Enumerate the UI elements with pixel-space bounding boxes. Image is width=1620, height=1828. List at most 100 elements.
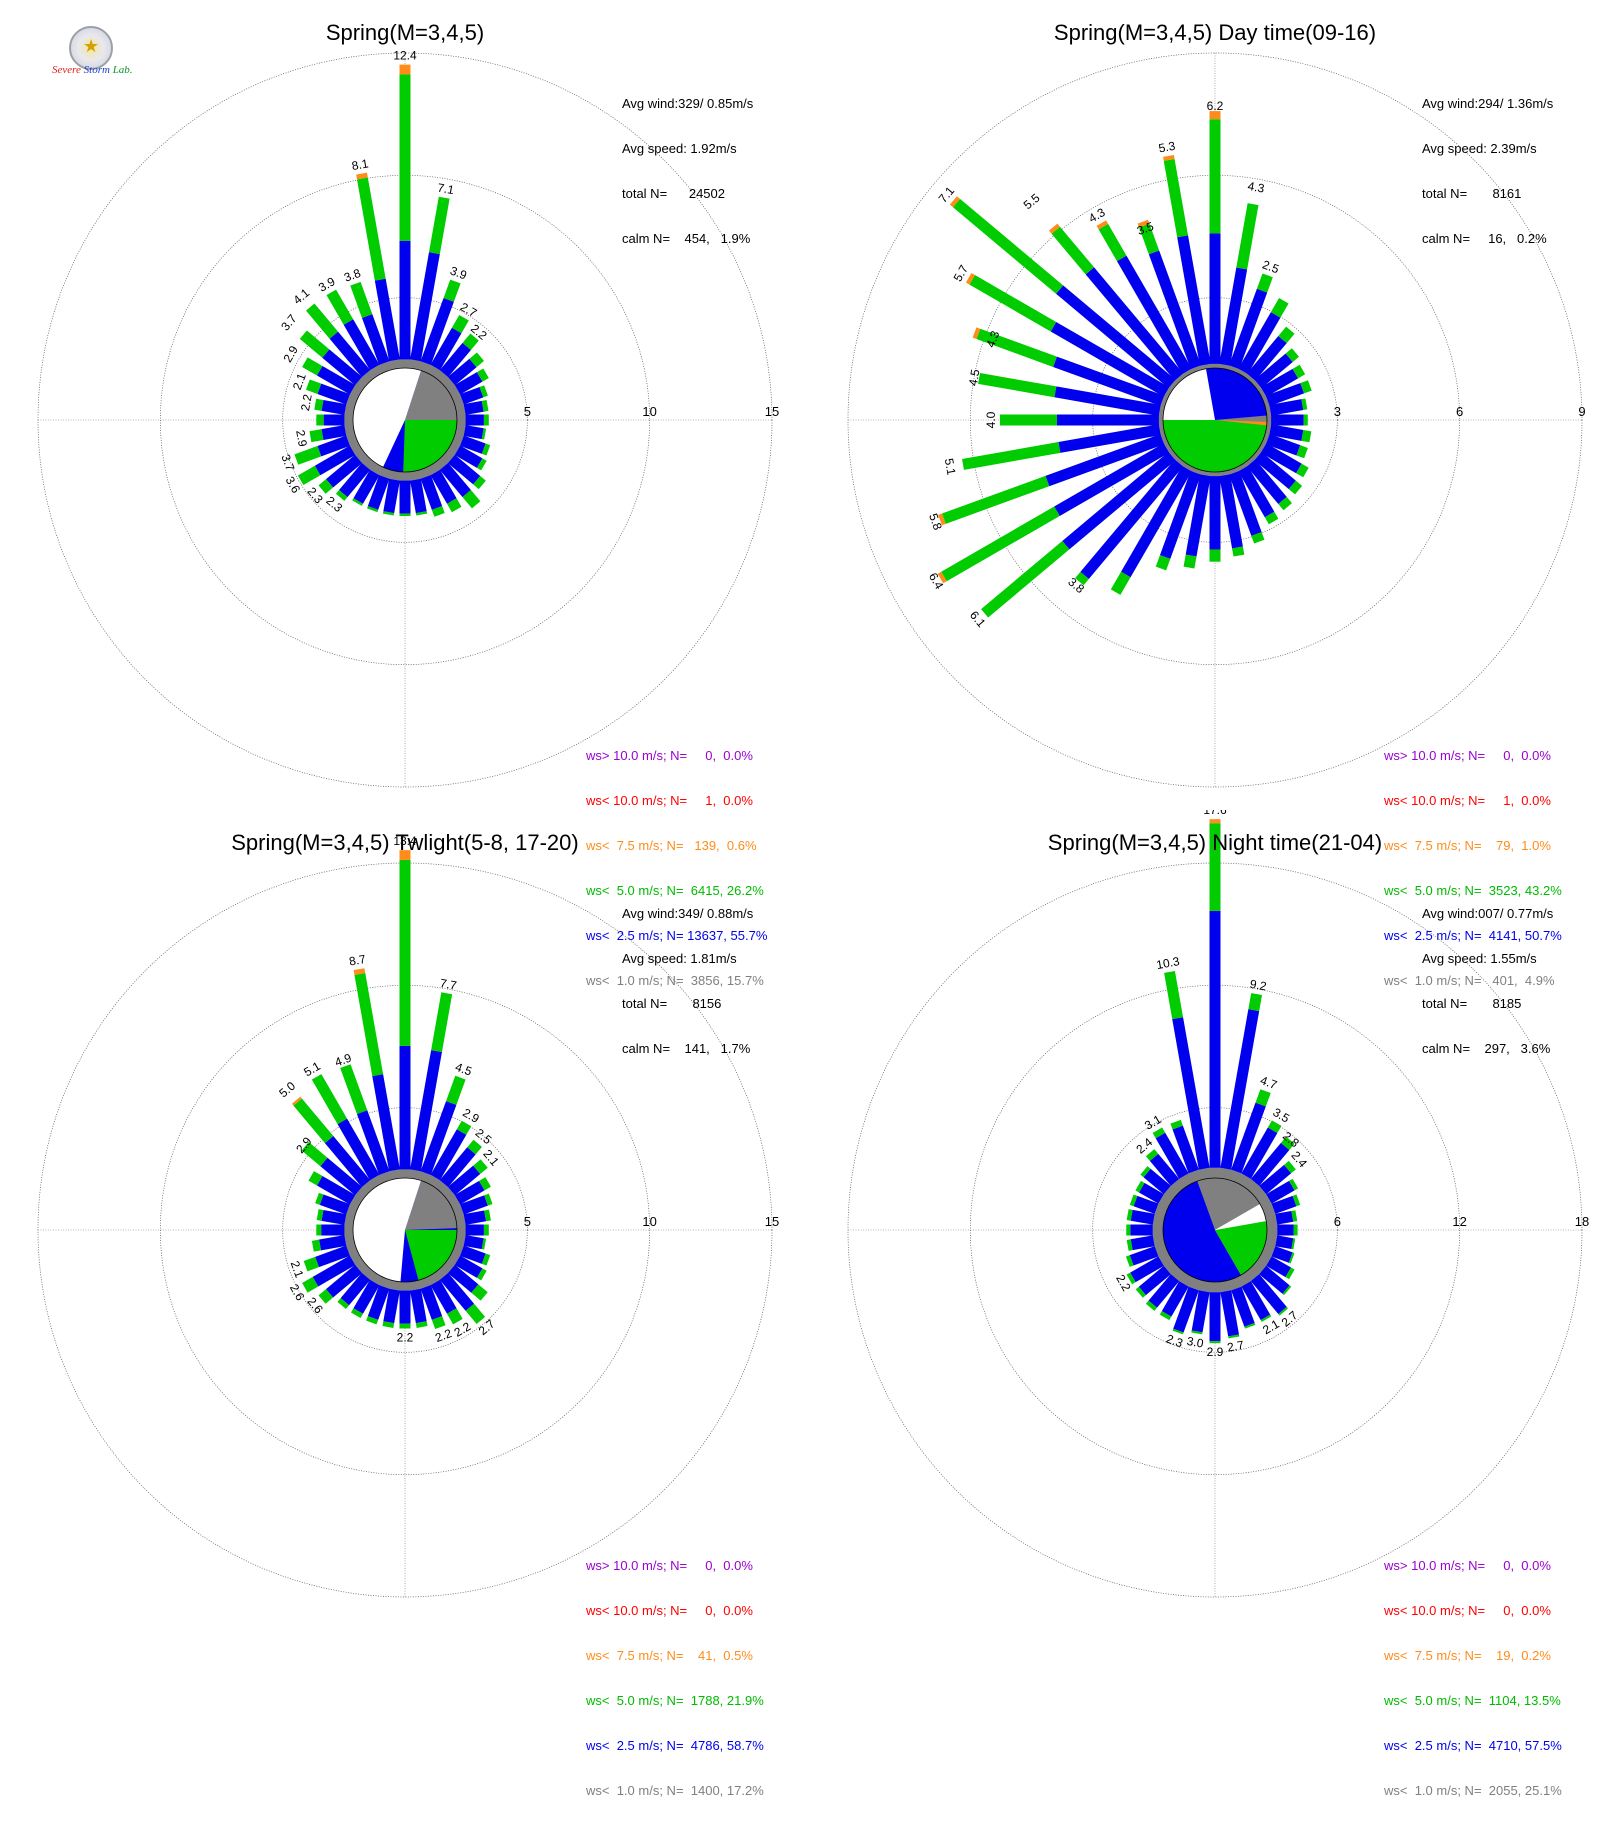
bar-segment: [315, 1192, 324, 1205]
bar-segment: [1275, 1210, 1294, 1225]
bar-segment: [1152, 1224, 1163, 1236]
stats-block: Avg wind:349/ 0.88m/s Avg speed: 1.81m/s…: [622, 876, 753, 1086]
direction-bar: [399, 472, 411, 517]
bar-segment: [1130, 1209, 1155, 1225]
bar-segment: [463, 425, 484, 440]
bar-value-label: 4.0: [984, 411, 998, 428]
bar-segment: [1048, 223, 1060, 234]
bar-segment: [410, 1288, 427, 1324]
logo-word-storm: Storm: [83, 64, 110, 76]
bar-segment: [1058, 424, 1161, 453]
bar-segment: [291, 1096, 302, 1106]
direction-bar: [456, 1224, 489, 1236]
bar-segment: [455, 404, 466, 417]
bar-segment: [1139, 223, 1160, 255]
bar-value-label: 3.7: [278, 311, 300, 333]
bar-segment: [1236, 462, 1248, 472]
stat-calm: calm N= 454, 1.9%: [622, 231, 751, 246]
bar-segment: [1282, 1285, 1292, 1296]
direction-bar: [408, 1280, 428, 1328]
bar-segment: [462, 490, 481, 509]
legend: ws> 10.0 m/s; N= 0, 0.0% ws< 10.0 m/s; N…: [586, 1528, 764, 1828]
bar-segment: [415, 1321, 428, 1328]
bar-segment: [321, 1210, 347, 1225]
stat-avg-wind: Avg wind:329/ 0.85m/s: [622, 96, 754, 111]
bar-value-label: 2.5: [1260, 257, 1281, 276]
ring-label: 6: [1456, 404, 1463, 419]
bar-segment: [1257, 387, 1267, 399]
bar-segment: [1301, 398, 1308, 411]
bar-segment: [978, 372, 1057, 398]
bar-segment: [1220, 1290, 1240, 1337]
bar-value-label: 7.1: [436, 181, 455, 198]
bar-segment: [439, 462, 471, 498]
wind-rose-chart: 3 6 96.24.32.53.86.16.45.85.14.04.54.35.77…: [847, 52, 1586, 788]
ring-label: 15: [765, 1214, 779, 1229]
bar-segment: [316, 1209, 324, 1221]
legend-entry: ws< 7.5 m/s; N= 139, 0.6%: [586, 838, 757, 853]
bar-segment: [1248, 993, 1263, 1012]
bar-segment: [1232, 546, 1245, 557]
bar-segment: [308, 1171, 323, 1186]
center-pie-slice: [383, 1178, 422, 1230]
center-pie-slice: [1163, 420, 1267, 473]
bar-segment: [460, 387, 484, 405]
bar-segment: [321, 1224, 345, 1236]
range-ring: [159, 174, 651, 666]
bar-segment: [451, 1204, 464, 1218]
bar-segment: [479, 385, 488, 398]
legend-entry: ws> 10.0 m/s; N= 0, 0.0%: [1384, 1558, 1551, 1573]
bar-segment: [1163, 387, 1173, 399]
center-pie-slice: [405, 370, 457, 420]
bar-segment: [1271, 1195, 1297, 1214]
bar-segment: [455, 1214, 466, 1227]
bar-value-label: 2.3: [1164, 1332, 1185, 1351]
bar-value-label: 3.8: [342, 266, 363, 285]
logo-word-severe: Severe: [52, 64, 81, 76]
ring-label: 18: [1575, 1214, 1589, 1229]
bar-segment: [374, 278, 400, 362]
bar-segment: [1145, 1149, 1159, 1161]
legend-entry: ws> 10.0 m/s; N= 0, 0.0%: [1384, 748, 1551, 763]
legend-entry: ws< 10.0 m/s; N= 0, 0.0%: [586, 1603, 753, 1618]
range-ring: [847, 52, 1583, 788]
direction-bar: [1218, 1280, 1240, 1339]
direction-bar: [456, 414, 489, 426]
direction-bar: [316, 1224, 354, 1236]
bar-value-label: 4.7: [1258, 1073, 1279, 1092]
ring-label: 10: [642, 404, 656, 419]
bar-segment: [352, 498, 363, 506]
bar-segment: [1209, 476, 1221, 550]
bar-segment: [999, 414, 1057, 426]
range-ring: [282, 1107, 528, 1353]
bar-segment: [454, 372, 483, 395]
center-pie-slice: [1163, 1178, 1241, 1282]
stats-block: Avg wind:294/ 1.36m/s Avg speed: 2.39m/s…: [1422, 66, 1553, 276]
bar-segment: [1130, 1235, 1155, 1251]
bar-segment: [1182, 368, 1194, 378]
wind-rose-chart: 6 12 1817.69.24.73.52.82.42.72.12.72.93.02…: [847, 810, 1589, 1598]
bar-segment: [399, 74, 411, 241]
bar-segment: [317, 383, 350, 405]
bar-segment: [1138, 1265, 1171, 1296]
bar-segment: [949, 196, 961, 208]
bar-segment: [476, 1268, 487, 1281]
bar-segment: [1293, 1224, 1298, 1236]
bar-segment: [471, 1284, 488, 1301]
bar-segment: [1168, 379, 1179, 391]
bar-segment: [1160, 432, 1169, 445]
direction-bar: [1257, 364, 1306, 399]
chart-title: Spring(M=3,4,5): [325, 20, 485, 45]
bar-segment: [447, 358, 477, 386]
ring-label: 9: [1578, 404, 1585, 419]
center-pie-slice: [405, 1230, 457, 1281]
bar-segment: [335, 490, 348, 501]
legend-entry: ws< 10.0 m/s; N= 1, 0.0%: [1384, 793, 1551, 808]
center-pie-slice: [1197, 1178, 1261, 1230]
bar-segment: [456, 1224, 466, 1236]
bar-segment: [410, 252, 440, 362]
direction-bar: [1209, 472, 1221, 562]
bar-segment: [1266, 1180, 1295, 1204]
bar-segment: [294, 446, 322, 465]
bar-segment: [326, 289, 354, 325]
